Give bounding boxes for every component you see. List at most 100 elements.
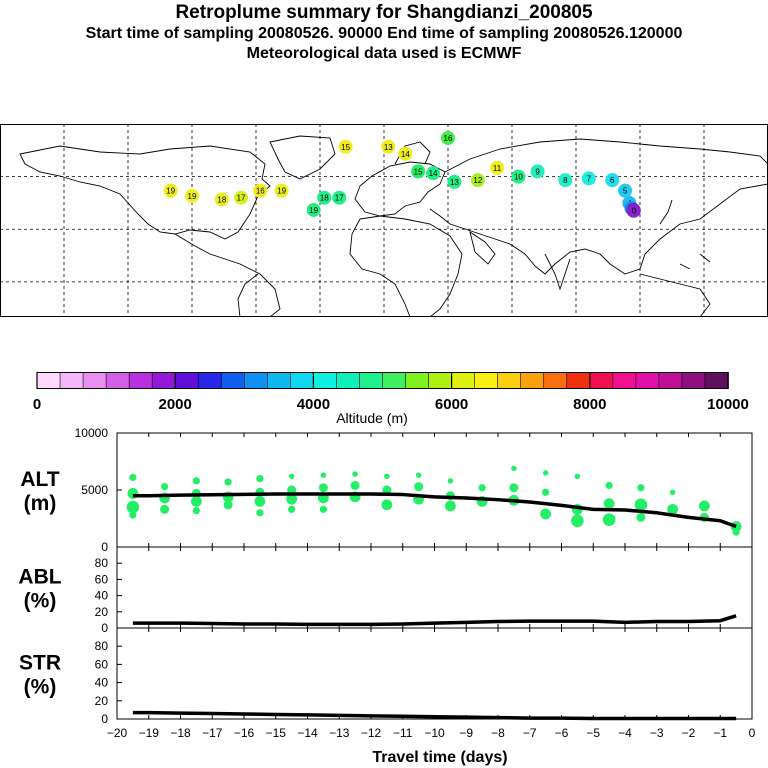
- marker-day-label: 18: [320, 194, 329, 203]
- x-tick-label: −20: [107, 726, 128, 740]
- trajectory-marker: [470, 173, 485, 188]
- marker-day-label: 6: [610, 176, 615, 185]
- y-tick-label: 60: [95, 657, 109, 671]
- plume-point: [415, 472, 422, 478]
- plume-point: [318, 483, 328, 493]
- plume-point: [129, 473, 137, 482]
- y-tick-label: 5000: [81, 483, 108, 497]
- trajectory-marker: [317, 190, 332, 205]
- trajectory-marker: [398, 146, 413, 161]
- trajectory-marker: [274, 183, 289, 198]
- x-tick-label: −13: [329, 726, 350, 740]
- plume-point: [288, 505, 296, 513]
- plume-point: [669, 489, 676, 495]
- map-graticule: [0, 124, 768, 317]
- x-tick-label: −8: [491, 726, 505, 740]
- panel-ylabel-abl: (%): [24, 590, 57, 613]
- colorbar-cell: [681, 372, 706, 389]
- marker-day-label: 14: [429, 169, 438, 178]
- colorbar-cell: [474, 372, 499, 389]
- altitude-colorbar: 0 2000 4000 6000 8000 10000 Altitude (m): [33, 372, 749, 426]
- time-series-panels: 0500010000ALT(m)020406080ABL(%)020406080…: [18, 426, 756, 766]
- x-tick-label: −16: [234, 726, 255, 740]
- median-line-alt: [132, 492, 737, 529]
- marker-day-label: 17: [335, 194, 344, 203]
- plume-point: [414, 482, 424, 492]
- colorbar-ticks: 0 2000 4000 6000 8000 10000: [33, 372, 749, 413]
- plume-point: [192, 506, 200, 515]
- colorbar-cell: [336, 372, 361, 389]
- trajectory-marker: [605, 173, 620, 188]
- y-tick-label: 60: [95, 572, 109, 586]
- marker-day-label: 19: [166, 187, 175, 196]
- plume-point: [602, 513, 616, 526]
- plume-point: [256, 475, 264, 483]
- plume-point: [509, 483, 519, 493]
- marker-day-label: 19: [309, 206, 318, 215]
- colorbar-cell: [290, 372, 315, 389]
- plume-point: [381, 499, 393, 511]
- plume-point: [444, 500, 456, 512]
- trajectory-marker: [338, 139, 353, 154]
- plume-point: [603, 498, 615, 510]
- colorbar-cell: [704, 372, 729, 389]
- trajectory-marker: [185, 188, 199, 203]
- y-tick-label: 20: [95, 694, 109, 708]
- plume-point: [286, 493, 298, 505]
- trajectory-marker: [447, 174, 462, 189]
- x-tick-label: −6: [555, 726, 569, 740]
- marker-day-label: 16: [256, 187, 265, 196]
- plume-point: [667, 503, 679, 515]
- trajectory-marker: [306, 202, 321, 217]
- panel-frame-alt: [116, 432, 753, 548]
- colorbar-cell: [497, 372, 522, 389]
- colorbar-tick-label: 4000: [297, 396, 330, 413]
- trajectory-marker: [253, 183, 268, 198]
- y-tick-label: 40: [95, 676, 109, 690]
- marker-day-label: 7: [587, 174, 592, 183]
- median-line-str: [132, 710, 737, 721]
- marker-day-label: 12: [473, 176, 482, 185]
- marker-day-label: 15: [414, 167, 423, 176]
- plume-point: [224, 478, 232, 486]
- marker-day-label: 15: [341, 143, 350, 152]
- y-tick-label: 0: [101, 621, 108, 635]
- plume-point: [478, 484, 486, 492]
- plume-point: [636, 512, 646, 522]
- trajectory-marker: [234, 190, 249, 205]
- x-tick-label: −18: [170, 726, 191, 740]
- plume-point: [634, 498, 648, 512]
- x-axis-label: Travel time (days): [372, 749, 507, 766]
- plume-point: [190, 496, 202, 507]
- plume-point: [254, 496, 266, 507]
- colorbar-tick-label: 6000: [435, 396, 468, 413]
- plume-point: [540, 508, 552, 520]
- colorbar-tick-label: 0: [33, 396, 41, 413]
- plume-point: [698, 500, 710, 512]
- x-tick-label: −12: [361, 726, 382, 740]
- x-tick-label: −11: [393, 726, 413, 740]
- colorbar-cell: [36, 372, 61, 389]
- trajectory-marker: [381, 139, 396, 154]
- plume-point: [129, 511, 137, 519]
- marker-day-label: 13: [450, 178, 459, 187]
- colorbar-cell: [267, 372, 292, 389]
- panel-ylabel-alt: (m): [24, 492, 57, 515]
- y-tick-label: 0: [101, 540, 108, 554]
- colorbar-cell: [589, 372, 614, 389]
- plume-point: [384, 473, 390, 480]
- plume-point: [126, 500, 140, 514]
- plume-point: [574, 473, 581, 480]
- plume-point: [223, 500, 233, 510]
- colorbar-tick-label: 2000: [159, 396, 192, 413]
- colorbar-cell: [428, 372, 453, 389]
- marker-day-label: 19: [277, 187, 286, 196]
- x-tick-label: 0: [749, 726, 756, 740]
- plume-point: [161, 482, 169, 491]
- plume-point: [571, 514, 584, 528]
- colorbar-cell: [658, 372, 683, 389]
- marker-day-label: 0: [632, 207, 637, 216]
- colorbar-cell: [82, 372, 107, 389]
